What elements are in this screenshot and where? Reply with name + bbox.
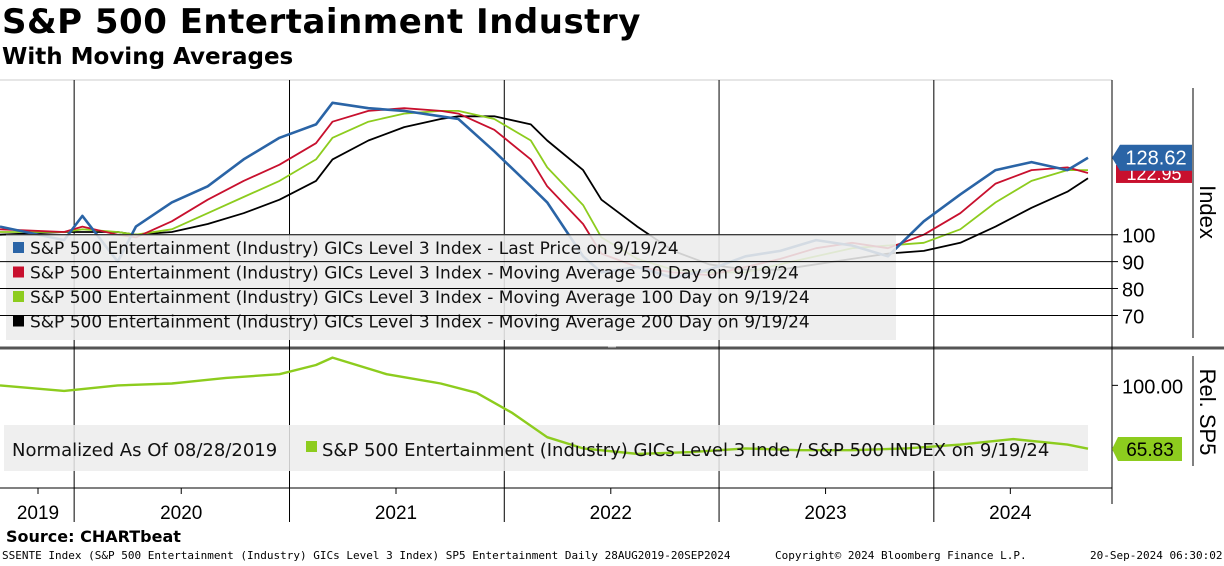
upper-y-axis-title: Index bbox=[1195, 185, 1220, 239]
footer-timestamp: 20-Sep-2024 06:30:02 bbox=[1090, 549, 1223, 562]
legend-label: S&P 500 Entertainment (Industry) GICs Le… bbox=[30, 313, 810, 333]
legend-label: S&P 500 Entertainment (Industry) GICs Le… bbox=[30, 239, 679, 259]
x-tick-label: 2020 bbox=[160, 503, 202, 524]
relative-value-label: 65.83 bbox=[1126, 440, 1174, 461]
x-tick-label: 2019 bbox=[17, 503, 59, 524]
y-tick-label: 100 bbox=[1122, 226, 1155, 248]
y-tick-label: 80 bbox=[1122, 280, 1144, 302]
lower-y-axis-title: Rel. SP5 bbox=[1195, 369, 1220, 456]
x-tick-label: 2022 bbox=[590, 503, 632, 524]
legend-label: S&P 500 Entertainment (Industry) GICs Le… bbox=[30, 264, 799, 284]
ma200-line bbox=[0, 115, 1089, 271]
legend-box bbox=[6, 234, 896, 340]
y-tick-label: 70 bbox=[1122, 306, 1144, 328]
lower-legend-label: S&P 500 Entertainment (Industry) GICs Le… bbox=[322, 440, 1049, 461]
source-label: Source: CHARTbeat bbox=[6, 527, 181, 546]
legend-swatch bbox=[13, 291, 24, 302]
ma50-line bbox=[0, 107, 1089, 276]
legend-label: S&P 500 Entertainment (Industry) GICs Le… bbox=[30, 288, 810, 308]
legend-swatch bbox=[13, 242, 24, 253]
relative-value-tag bbox=[1112, 437, 1182, 461]
x-tick-label: 2023 bbox=[804, 503, 846, 524]
footer-copyright: Copyright© 2024 Bloomberg Finance L.P. bbox=[775, 549, 1027, 562]
chart-title: S&P 500 Entertainment Industry bbox=[2, 2, 641, 42]
footer-description: SSENTE Index (S&P 500 Entertainment (Ind… bbox=[2, 549, 731, 562]
lower-y-tick-label: 100.00 bbox=[1122, 376, 1183, 398]
price-value-tag bbox=[1112, 144, 1192, 171]
lower-legend-swatch bbox=[306, 441, 317, 452]
legend-swatch bbox=[13, 315, 24, 327]
normalized-note: Normalized As Of 08/28/2019 bbox=[12, 440, 277, 461]
chart-subtitle: With Moving Averages bbox=[2, 44, 294, 70]
x-tick-label: 2024 bbox=[989, 503, 1032, 524]
ma100-line bbox=[0, 110, 1088, 274]
relative-line bbox=[0, 356, 1089, 456]
x-tick-label: 2021 bbox=[375, 503, 417, 524]
y-tick-label: 90 bbox=[1122, 253, 1144, 275]
price-value-label: 128.62 bbox=[1125, 148, 1186, 170]
legend-swatch bbox=[13, 266, 24, 278]
price-line bbox=[0, 101, 1089, 280]
